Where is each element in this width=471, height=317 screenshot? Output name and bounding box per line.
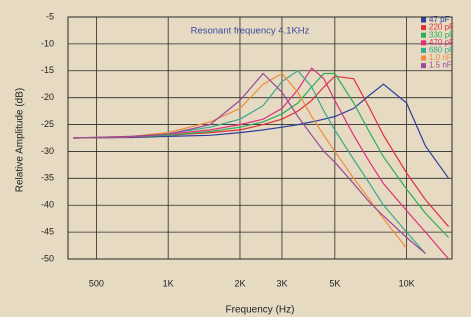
legend-swatch (421, 56, 426, 61)
legend-swatch (421, 25, 426, 30)
y-tick-label: -10 (41, 38, 54, 48)
y-tick-label: -5 (46, 11, 54, 21)
y-tick-label: -50 (41, 253, 54, 263)
legend-swatch (421, 48, 426, 53)
x-tick-label: 1K (163, 278, 174, 288)
x-tick-label: 500 (89, 278, 104, 288)
x-tick-label: 10K (399, 278, 415, 288)
y-tick-label: -25 (41, 119, 54, 129)
legend-swatch (421, 63, 426, 68)
y-tick-label: -15 (41, 65, 54, 75)
legend-swatch (421, 33, 426, 38)
legend-swatch (421, 18, 426, 23)
x-tick-label: 2K (234, 278, 245, 288)
y-axis-label: Relative Amplitude (dB) (15, 88, 26, 193)
chart: Resonant frequency 4.1KHz Frequency (Hz)… (0, 0, 471, 317)
y-tick-label: -35 (41, 173, 54, 183)
series-line (73, 74, 425, 254)
annotation: Resonant frequency 4.1KHz (191, 26, 310, 37)
legend-label: 1.5 nF (429, 61, 452, 70)
x-tick-label: 5K (329, 278, 340, 288)
series-line (73, 84, 448, 178)
y-tick-label: -20 (41, 92, 54, 102)
legend-swatch (421, 40, 426, 45)
x-axis-label: Frequency (Hz) (226, 305, 295, 316)
y-tick-label: -40 (41, 200, 54, 210)
x-tick-label: 3K (276, 278, 287, 288)
y-tick-label: -45 (41, 226, 54, 236)
y-tick-label: -30 (41, 146, 54, 156)
series-line (73, 74, 448, 238)
